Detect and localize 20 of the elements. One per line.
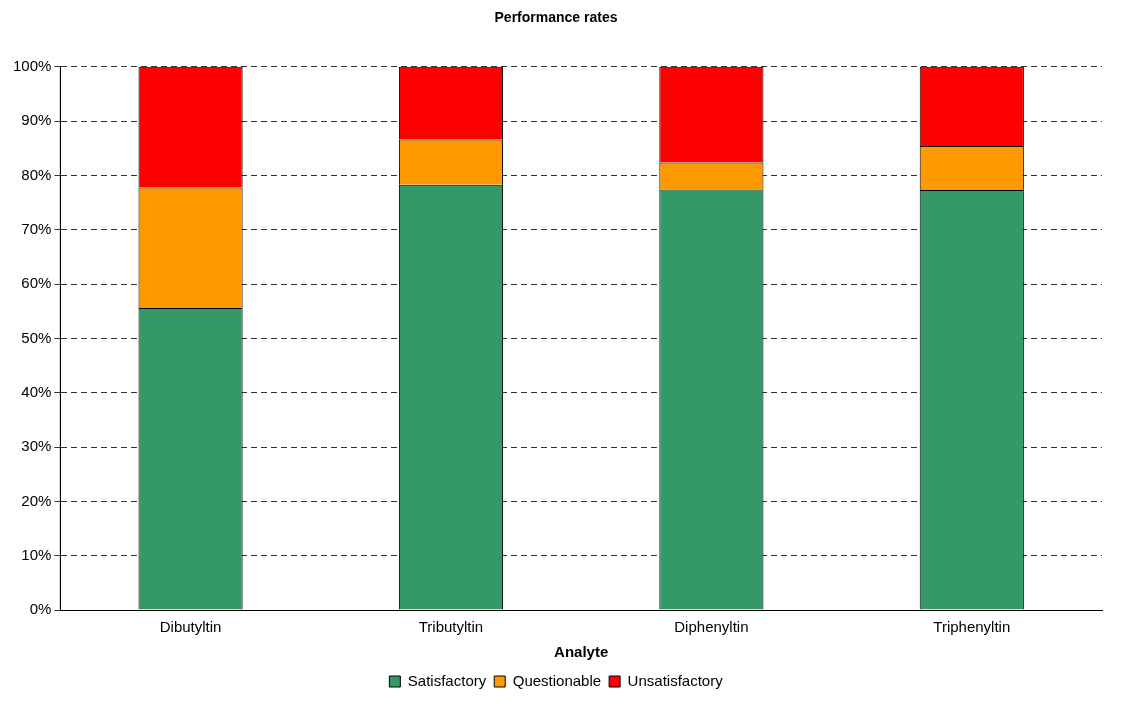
y-tick-label: 30% [21,437,52,455]
y-tick-label: 90% [21,111,52,129]
x-tick-label: Tributyltin [418,618,484,636]
y-tick-label: 20% [21,491,52,509]
x-tick-label: Diphenyltin [674,618,749,636]
y-tick-label: 70% [21,219,52,237]
legend-label: Satisfactory [407,671,487,689]
x-tick-label: Dibutyltin [159,618,222,636]
x-tick-label: Triphenyltin [933,618,1011,636]
chart-title: Performance rates [494,9,618,26]
y-tick-label: 10% [21,545,52,563]
y-tick-label: 0% [29,600,52,618]
y-tick-label: 50% [21,328,52,346]
y-tick-label: 60% [21,274,52,292]
y-tick-label: 100% [12,56,52,74]
y-tick-label: 80% [21,165,52,183]
y-tick-label: 40% [21,382,52,400]
legend-label: Questionable [512,671,602,689]
legend-label: Unsatisfactory [627,671,724,689]
x-axis-title: Analyte [554,643,609,661]
